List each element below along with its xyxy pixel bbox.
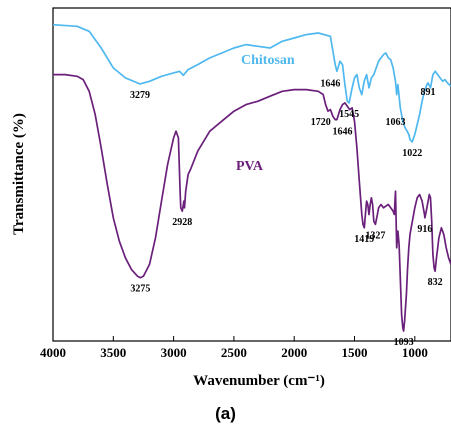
chitosan-peak-label-1022: 1022 — [402, 148, 422, 159]
pva-peak-label-1419: 1419 — [354, 234, 374, 245]
y-axis-title: Transmittance (%) — [11, 113, 27, 235]
chitosan-line — [52, 23, 451, 143]
chitosan-peak-label-891: 891 — [421, 87, 436, 98]
pva-peak-label-1720: 1720 — [311, 117, 331, 128]
peak-labels: 3279164615458911022327529281720164614191… — [130, 78, 443, 348]
x-tick-label-3000: 3000 — [161, 345, 187, 360]
ftir-chart: 4000 3500 3000 2500 2000 1500 1000 3279 1646 154… — [11, 7, 451, 389]
pva-series-label: PVA — [236, 159, 264, 174]
pva-line — [53, 73, 451, 332]
pva-peak-label-1646: 1646 — [333, 127, 353, 138]
x-tick-label-1500: 1500 — [342, 345, 368, 360]
x-tick-label-2000: 2000 — [281, 345, 307, 360]
chitosan-peak-label-3279: 3279 — [130, 90, 150, 101]
pva-peak-label-916: 916 — [417, 224, 432, 235]
pva-peak-label-3275: 3275 — [130, 284, 150, 295]
x-axis-title: Wavenumber (cm⁻¹) — [193, 373, 325, 389]
x-tick-label-3500: 3500 — [100, 345, 126, 360]
plot-frame — [52, 7, 451, 342]
chitosan-peak-label-1545: 1545 — [339, 109, 359, 120]
pva-peak-label-2928: 2928 — [172, 217, 192, 228]
x-tick-label-1000: 1000 — [402, 345, 428, 360]
pva-peak-label-832: 832 — [428, 277, 443, 288]
series-lines — [52, 23, 451, 332]
pva-peak-label-1063: 1063 — [386, 117, 406, 128]
x-tick-label-4000: 4000 — [40, 345, 66, 360]
x-tick-label-2500: 2500 — [221, 345, 247, 360]
pva-peak-label-1093: 1093 — [394, 337, 414, 348]
panel-label: (a) — [215, 404, 236, 423]
chitosan-peak-label-1646: 1646 — [320, 78, 340, 89]
x-axis-ticks: 4000 3500 3000 2500 2000 1500 1000 — [40, 336, 428, 360]
chitosan-series-label: Chitosan — [241, 53, 295, 68]
pva-peak-label-1327: 1327 — [365, 230, 385, 241]
